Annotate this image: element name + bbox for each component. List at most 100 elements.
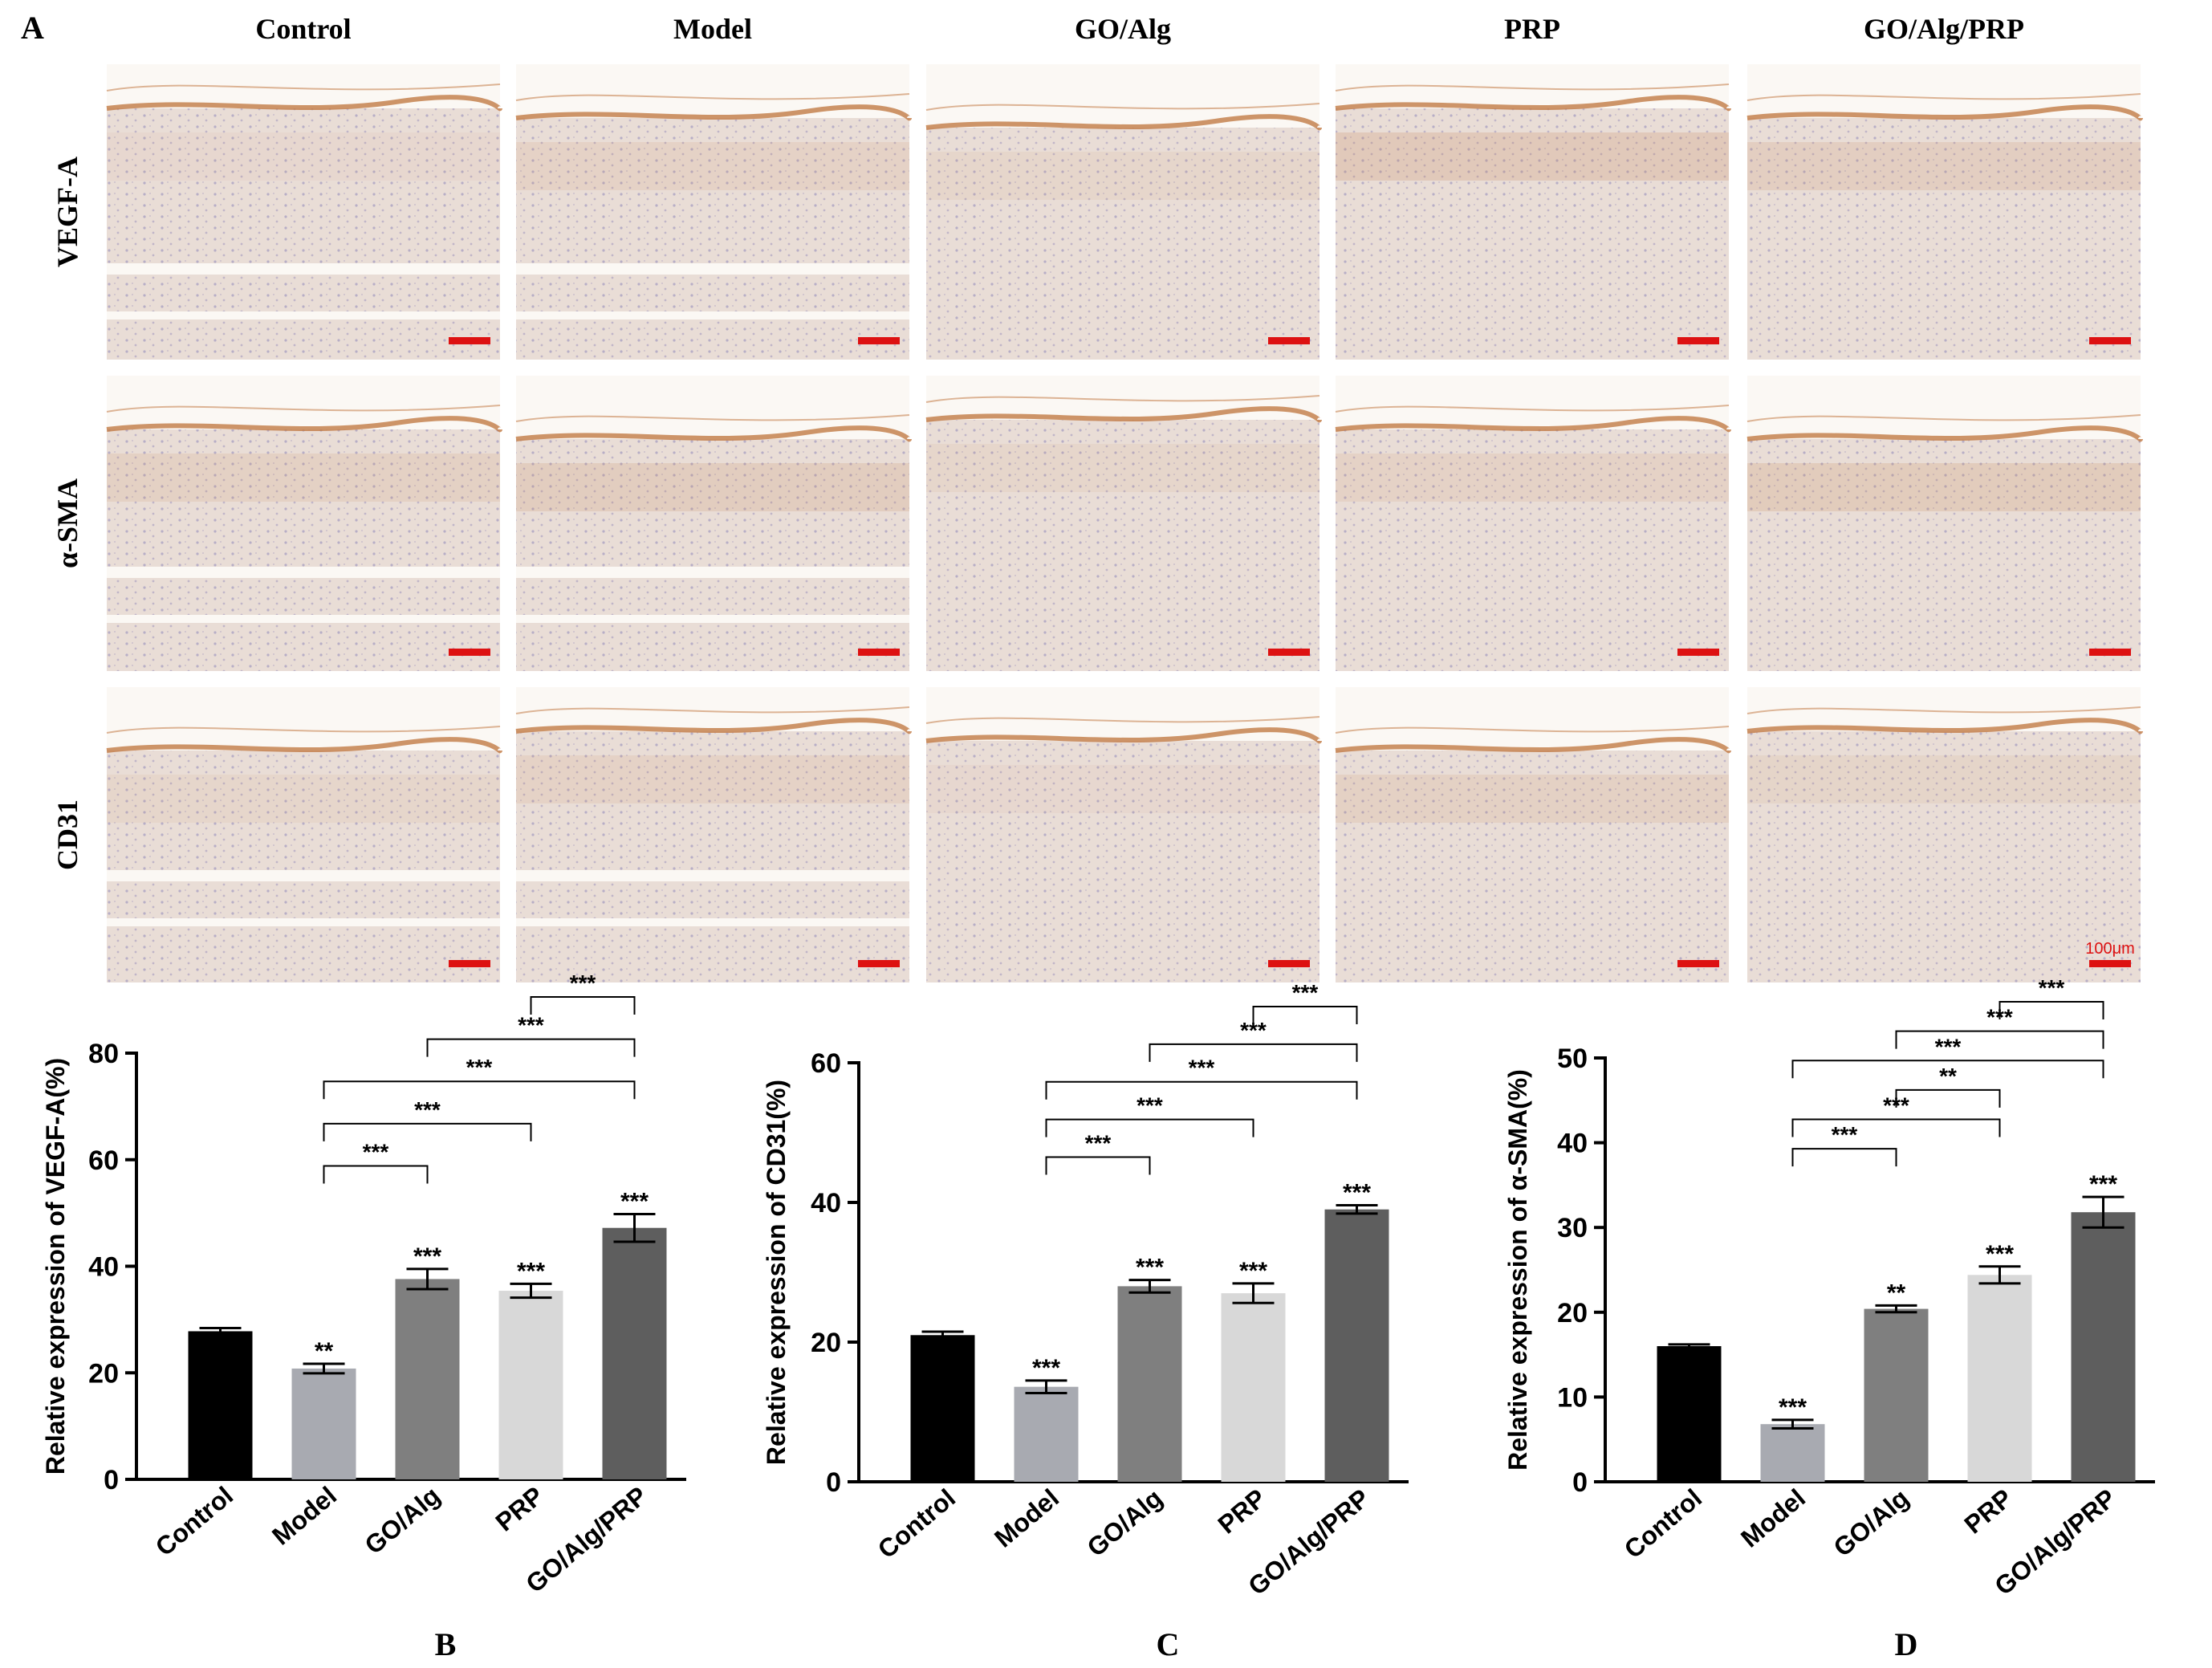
- bracket-line: [1791, 1148, 1897, 1167]
- bar: [602, 1227, 667, 1479]
- bracket-label: ***: [1189, 1056, 1215, 1080]
- tissue-gap: [107, 870, 500, 881]
- scale-bar: [1677, 649, 1719, 656]
- significance-stars: ***: [1343, 1179, 1371, 1206]
- significance-bracket: **: [1895, 1064, 2001, 1108]
- tissue-gap: [516, 615, 909, 623]
- significance-bracket: ***: [323, 1055, 636, 1100]
- panel-label: D: [1895, 1626, 1918, 1662]
- y-tick-label: 0: [826, 1467, 841, 1498]
- dermis-stain: [1336, 775, 1729, 823]
- panel-a-micrographs: A Control Model GO/Alg PRP GO/Alg/PRP VEGF-A α-…: [21, 10, 2143, 982]
- significance-stars: ***: [1779, 1394, 1807, 1421]
- y-tick-label: 60: [88, 1145, 119, 1176]
- micrograph-tile: [925, 687, 1322, 982]
- y-tick-label: 60: [811, 1048, 841, 1079]
- tissue-nuclei: [1336, 429, 1729, 671]
- micrograph-tile: [1746, 376, 2143, 671]
- keratin-fibers: [1335, 726, 1730, 734]
- significance-bracket: ***: [1149, 1018, 1358, 1062]
- tissue-nuclei: [107, 751, 500, 982]
- scale-bar: [2089, 337, 2131, 344]
- dermis-stain: [926, 765, 1319, 813]
- epidermis-edge: [1746, 718, 2143, 734]
- tissue-gap: [516, 263, 909, 275]
- panel-label: B: [435, 1626, 457, 1662]
- bracket-line: [323, 1122, 532, 1141]
- epidermis-edge: [1335, 416, 1731, 433]
- dermis-stain: [926, 152, 1319, 200]
- scale-bar: [449, 649, 490, 656]
- significance-stars: ***: [1136, 1255, 1164, 1281]
- dermis-stain: [516, 142, 909, 190]
- y-tick-label: 30: [1557, 1213, 1588, 1243]
- bracket-line: [530, 996, 636, 1015]
- bar: [1014, 1386, 1079, 1482]
- y-axis-label: Relative expression of VEGF-A(%): [41, 1058, 70, 1475]
- bar: [395, 1279, 460, 1479]
- y-tick-label: 80: [88, 1039, 119, 1069]
- tissue-gap: [107, 263, 500, 275]
- tissue-nuclei: [1747, 731, 2141, 982]
- scale-bar: [1268, 960, 1310, 967]
- bracket-line: [323, 1080, 636, 1100]
- scale-bar: [449, 960, 490, 967]
- keratin-fibers: [925, 395, 1320, 403]
- epidermis-edge: [925, 114, 1322, 131]
- category-label: Model: [989, 1483, 1064, 1553]
- keratin-fibers: [925, 103, 1320, 111]
- significance-stars: ***: [413, 1243, 441, 1270]
- epidermis-edge: [106, 416, 502, 433]
- bracket-line: [323, 1165, 429, 1184]
- bracket-line: [1999, 1001, 2104, 1019]
- micrograph-tile: [1746, 64, 2143, 360]
- bar: [1760, 1424, 1825, 1482]
- bracket-line: [1895, 1030, 2104, 1049]
- keratin-fibers: [106, 405, 501, 413]
- scale-bar: [858, 649, 900, 656]
- tissue-gap: [107, 567, 500, 578]
- keratin-fibers: [515, 93, 910, 101]
- bar: [1117, 1286, 1182, 1482]
- category-label: Control: [150, 1481, 238, 1562]
- category-label: PRP: [1958, 1483, 2018, 1540]
- significance-bracket: ***: [323, 1139, 429, 1184]
- chart-c-cd31: 0 20 40 60 Relative expression of CD31(%) Con…: [762, 980, 1409, 1662]
- scale-bar: [1268, 649, 1310, 656]
- y-tick-label: 40: [1557, 1129, 1588, 1159]
- tissue-gap: [516, 567, 909, 578]
- epidermis-edge: [925, 406, 1322, 423]
- micrograph-tile: [1746, 687, 2143, 982]
- significance-bracket: ***: [1045, 1130, 1151, 1175]
- y-tick-label: 40: [88, 1252, 119, 1283]
- scale-bar-label: 100μm: [2085, 940, 2135, 958]
- dermis-stain: [516, 755, 909, 803]
- bracket-line: [426, 1038, 636, 1057]
- bar: [1967, 1275, 2032, 1482]
- bar: [1221, 1293, 1286, 1482]
- significance-bracket: ***: [530, 970, 636, 1015]
- bar: [1324, 1209, 1389, 1482]
- bracket-label: ***: [570, 970, 596, 995]
- scale-bar: [858, 960, 900, 967]
- micrograph-tile: [925, 376, 1322, 671]
- bar: [1864, 1308, 1929, 1482]
- micrograph-tile: [106, 687, 502, 982]
- epidermis-edge: [515, 425, 912, 442]
- micrograph-tile: [1335, 376, 1731, 671]
- significance-stars: ***: [620, 1188, 649, 1214]
- bar: [188, 1331, 253, 1479]
- y-tick-label: 0: [104, 1465, 119, 1495]
- significance-bracket: ***: [323, 1097, 532, 1141]
- bracket-label: ***: [466, 1055, 493, 1080]
- bracket-label: ***: [363, 1139, 389, 1164]
- scale-bar: [2089, 960, 2131, 967]
- dermis-stain: [1336, 132, 1729, 181]
- epidermis-edge: [1335, 737, 1731, 754]
- column-header: GO/Alg/PRP: [1864, 13, 2024, 45]
- keratin-fibers: [515, 414, 910, 422]
- tissue-nuclei: [926, 420, 1319, 671]
- tissue-gap: [516, 311, 909, 319]
- tissue-nuclei: [926, 128, 1319, 360]
- micrograph-tile: [106, 64, 502, 360]
